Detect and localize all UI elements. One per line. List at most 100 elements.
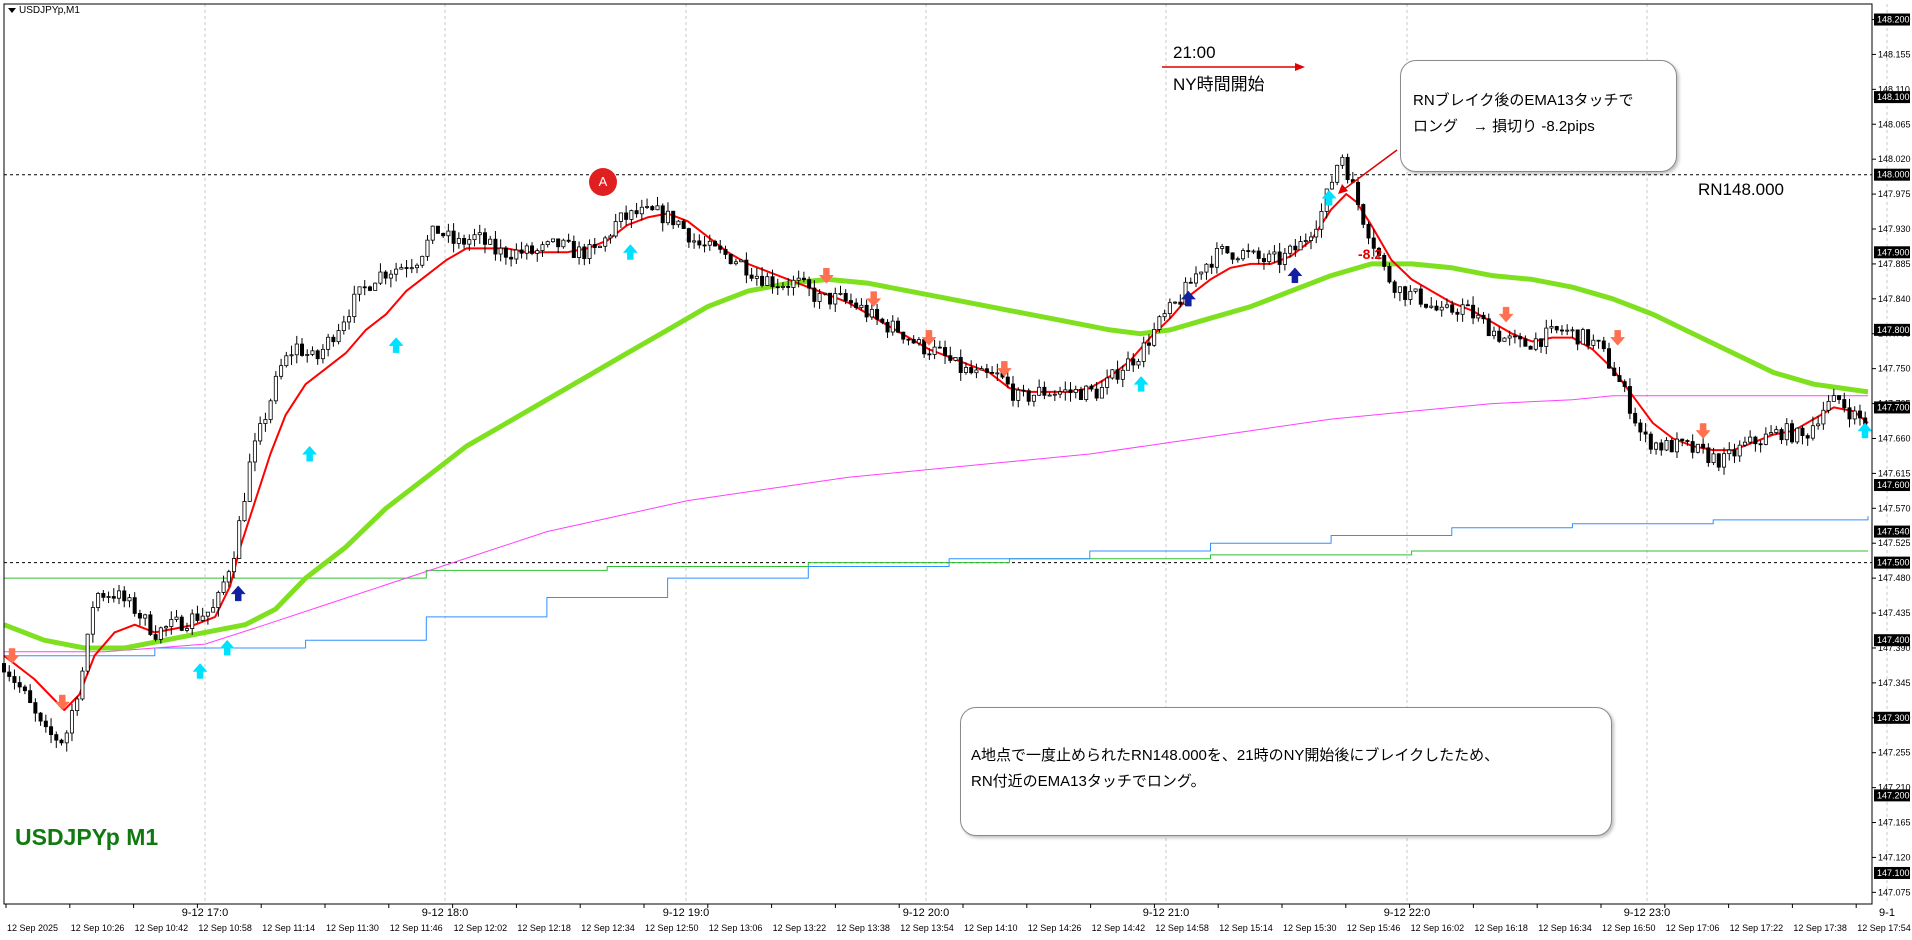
candle-body bbox=[1816, 423, 1821, 427]
candle-body bbox=[435, 225, 440, 234]
candle-body bbox=[1805, 435, 1810, 439]
candle-body bbox=[1502, 337, 1507, 342]
candle-body bbox=[347, 316, 352, 323]
candle-body bbox=[132, 597, 137, 614]
candle-body bbox=[1769, 432, 1774, 435]
x-tick-label: 12 Sep 11:30 bbox=[326, 923, 379, 933]
price-tag-label: 147.900 bbox=[1877, 247, 1910, 257]
candle-body bbox=[1413, 288, 1418, 292]
period-separator-label: 9-12 20:0 bbox=[903, 907, 949, 919]
candle-body bbox=[1439, 306, 1444, 311]
candle-body bbox=[848, 300, 853, 304]
candle-body bbox=[1230, 252, 1235, 260]
candle-body bbox=[1084, 385, 1089, 400]
candle-body bbox=[482, 232, 487, 245]
candle-body bbox=[1408, 290, 1413, 300]
candle-body bbox=[707, 240, 712, 246]
sell-signal-arrow bbox=[1610, 330, 1626, 346]
candle-body bbox=[791, 279, 796, 288]
candle-body bbox=[399, 267, 404, 270]
candle-body bbox=[1633, 412, 1638, 424]
candle-body bbox=[639, 206, 644, 215]
candle-body bbox=[807, 279, 812, 289]
candle-body bbox=[1162, 313, 1167, 318]
symbol-tab[interactable]: USDJPYp,M1 bbox=[8, 5, 80, 16]
y-tick-label: 148.020 bbox=[1878, 154, 1911, 164]
candle-body bbox=[1481, 314, 1486, 320]
buy-signal-arrow bbox=[622, 244, 638, 260]
candle-body bbox=[629, 210, 634, 220]
candle-body bbox=[1371, 237, 1376, 249]
candle-body bbox=[1387, 266, 1392, 283]
candle-body bbox=[1727, 449, 1732, 455]
x-tick-label: 12 Sep 12:50 bbox=[645, 923, 699, 933]
candle-body bbox=[221, 581, 226, 593]
candle-body bbox=[655, 205, 660, 211]
period-separator-label: 9-12 18:0 bbox=[422, 907, 468, 919]
candle-body bbox=[1674, 438, 1679, 453]
candle-body bbox=[1089, 385, 1094, 390]
candle-body bbox=[922, 339, 927, 355]
x-tick-label: 12 Sep 12:18 bbox=[517, 923, 571, 933]
candle-body bbox=[1335, 164, 1340, 183]
candle-body bbox=[1544, 327, 1549, 347]
x-tick-label: 12 Sep 10:26 bbox=[71, 923, 125, 933]
price-tag-label: 147.700 bbox=[1877, 402, 1910, 412]
candle-body bbox=[1748, 436, 1753, 443]
candle-body bbox=[1314, 228, 1319, 238]
x-tick-label: 12 Sep 15:14 bbox=[1219, 923, 1273, 933]
candle-body bbox=[17, 682, 22, 688]
buy-signal-arrow bbox=[1180, 290, 1196, 307]
candle-body bbox=[509, 256, 514, 260]
candle-body bbox=[1058, 391, 1063, 395]
candle-body bbox=[1099, 387, 1104, 399]
candle-body bbox=[1596, 339, 1601, 342]
candle-body bbox=[1434, 305, 1439, 311]
candle-body bbox=[305, 354, 310, 356]
y-tick-label: 147.390 bbox=[1878, 643, 1911, 653]
candle-body bbox=[718, 245, 723, 250]
y-tick-label: 147.480 bbox=[1878, 573, 1911, 583]
candle-body bbox=[1115, 369, 1120, 380]
candle-body bbox=[174, 616, 179, 620]
y-tick-label: 148.155 bbox=[1878, 49, 1911, 59]
candle-body bbox=[1282, 252, 1287, 265]
price-tag-label: 147.400 bbox=[1877, 635, 1910, 645]
candle-body bbox=[624, 212, 629, 220]
buy-signal-arrow bbox=[302, 445, 318, 462]
candle-body bbox=[535, 250, 540, 254]
candle-body bbox=[890, 320, 895, 333]
candle-body bbox=[1042, 386, 1047, 396]
candle-body bbox=[937, 346, 942, 349]
candle-body bbox=[958, 357, 963, 373]
candle-body bbox=[1701, 443, 1706, 449]
candle-body bbox=[1309, 236, 1314, 241]
candle-body bbox=[336, 330, 341, 343]
candle-body bbox=[211, 607, 216, 613]
indicator-line-2 bbox=[4, 395, 1868, 653]
y-tick-label: 147.570 bbox=[1878, 503, 1911, 513]
candle-body bbox=[514, 249, 519, 260]
x-tick-label: 12 Sep 17:54 bbox=[1857, 923, 1911, 933]
candle-body bbox=[477, 232, 482, 236]
sell-signal-arrow bbox=[996, 361, 1012, 377]
candle-body bbox=[665, 210, 670, 224]
candle-body bbox=[1005, 376, 1010, 385]
price-tag-box bbox=[1874, 634, 1910, 647]
candle-body bbox=[289, 354, 294, 357]
candle-body bbox=[1763, 433, 1768, 445]
candle-body bbox=[158, 627, 163, 640]
candle-body bbox=[1105, 377, 1110, 388]
y-tick-label: 147.840 bbox=[1878, 294, 1911, 304]
buy-signal-arrow bbox=[219, 639, 235, 656]
candle-body bbox=[451, 230, 456, 244]
candle-body bbox=[1319, 211, 1324, 230]
price-tag-box bbox=[1874, 323, 1910, 336]
candle-body bbox=[1716, 453, 1721, 468]
candle-body bbox=[1345, 156, 1350, 181]
candle-body bbox=[1518, 336, 1523, 340]
candle-body bbox=[352, 293, 357, 318]
candle-body bbox=[446, 230, 451, 237]
